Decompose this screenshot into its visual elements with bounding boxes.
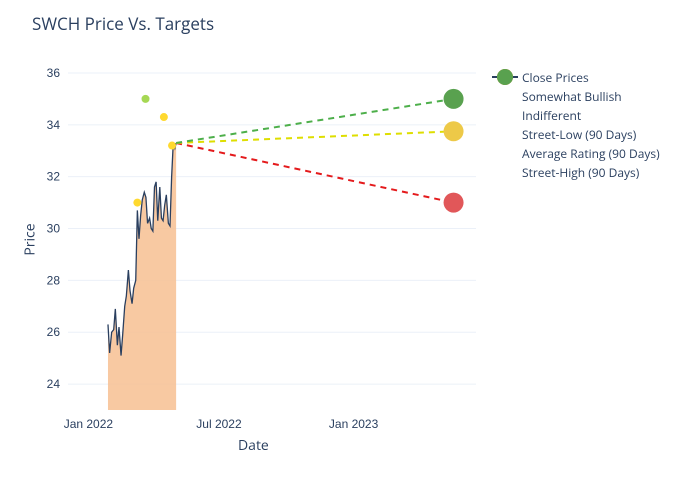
svg-text:Jul 2022: Jul 2022 — [196, 417, 242, 431]
svg-text:34: 34 — [47, 118, 61, 132]
svg-text:30: 30 — [47, 222, 61, 236]
svg-text:28: 28 — [47, 273, 61, 287]
legend-label: Average Rating (90 Days) — [520, 145, 660, 162]
legend-label: Street-High (90 Days) — [520, 164, 639, 181]
legend-item[interactable]: Street-Low (90 Days) — [490, 125, 660, 144]
legend-item[interactable]: Street-High (90 Days) — [490, 163, 660, 182]
legend-label: Somewhat Bullish — [520, 88, 622, 105]
legend-item[interactable]: Indifferent — [490, 106, 660, 125]
chart-container: SWCH Price Vs. Targets 24262830323436Jan… — [0, 0, 700, 500]
legend-label: Indifferent — [520, 107, 581, 124]
legend-item[interactable]: Average Rating (90 Days) — [490, 144, 660, 163]
svg-text:Jan 2023: Jan 2023 — [329, 417, 379, 431]
svg-text:Jan 2022: Jan 2022 — [64, 417, 114, 431]
svg-text:32: 32 — [47, 170, 61, 184]
svg-text:24: 24 — [47, 377, 61, 391]
y-axis-title: Price — [21, 223, 40, 255]
legend-item[interactable]: Somewhat Bullish — [490, 87, 660, 106]
legend-label: Street-Low (90 Days) — [520, 126, 636, 143]
svg-text:36: 36 — [47, 66, 61, 80]
svg-text:26: 26 — [47, 325, 61, 339]
legend-label: Close Prices — [520, 69, 589, 86]
x-axis-title: Date — [238, 436, 269, 455]
legend: Close Prices Somewhat Bullish Indifferent S… — [490, 68, 660, 182]
